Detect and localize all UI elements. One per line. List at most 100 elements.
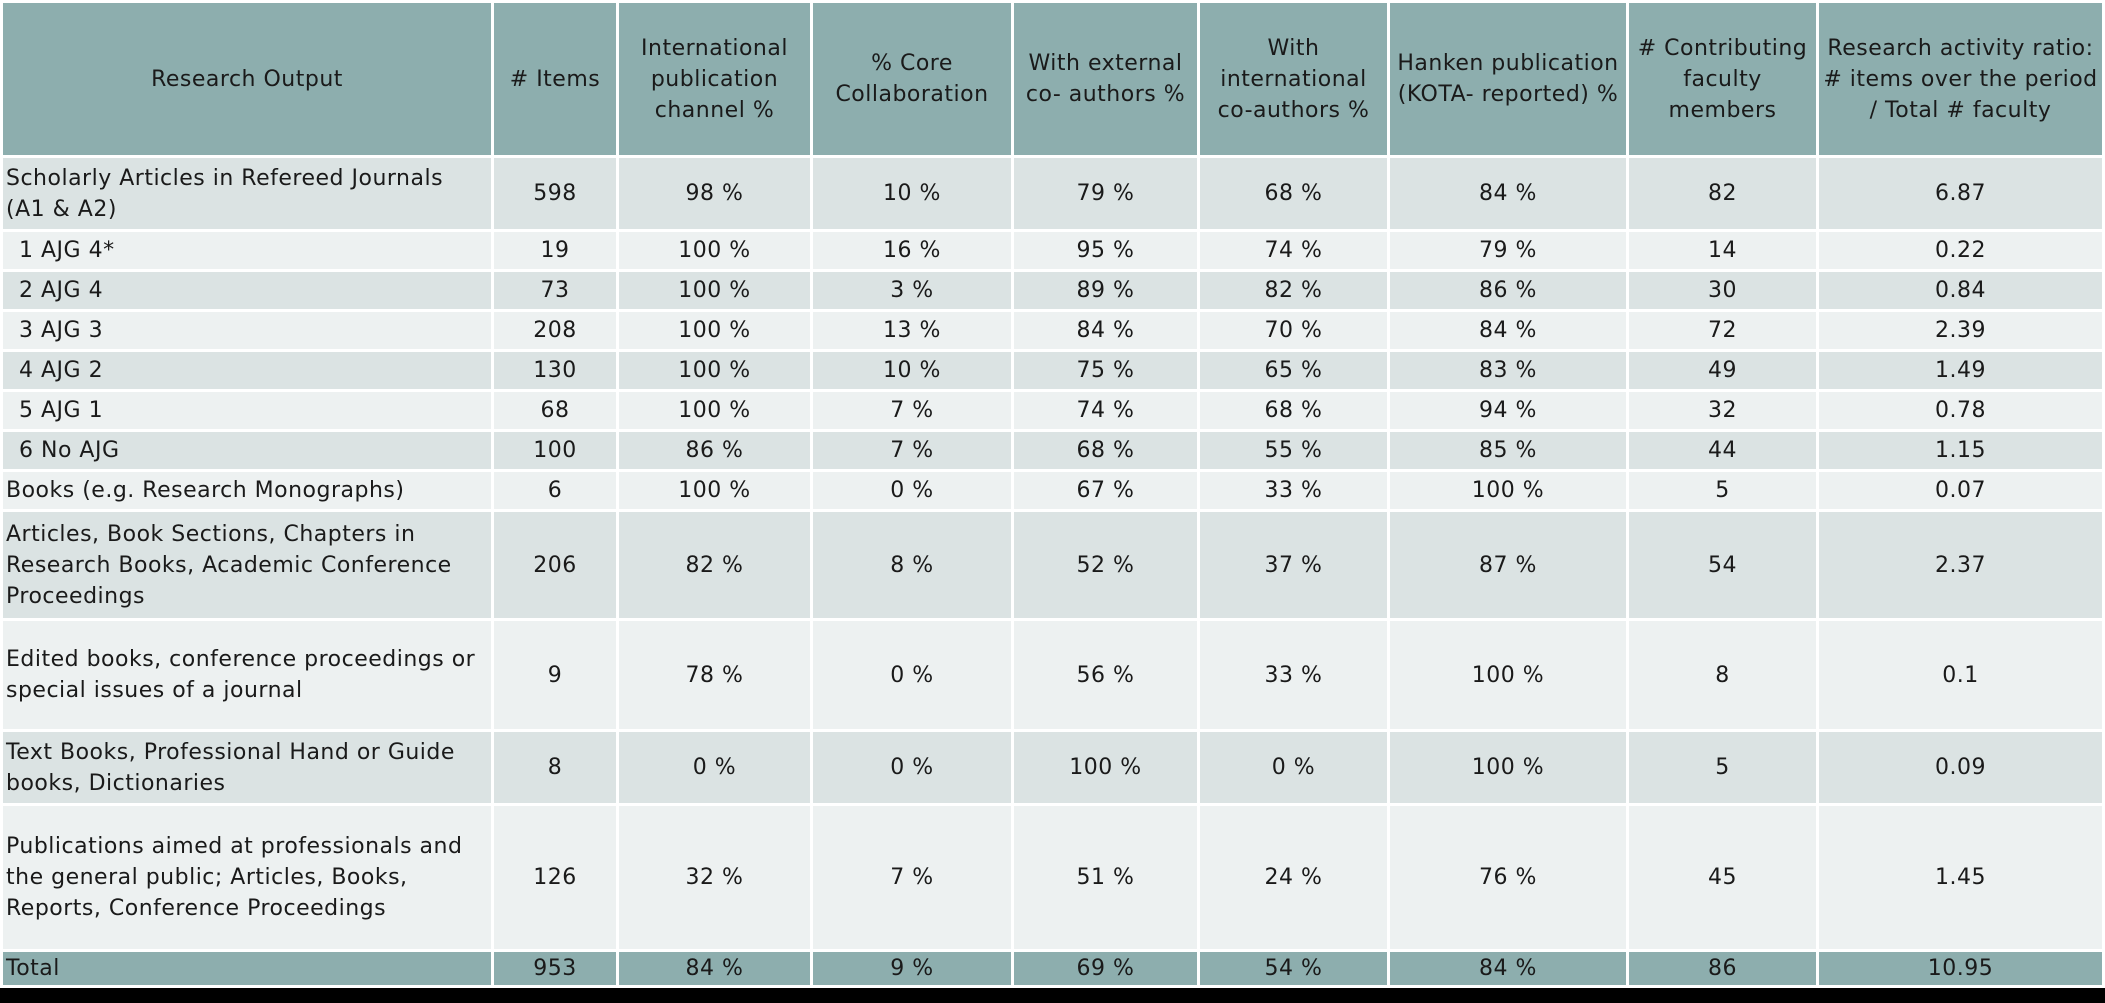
cell: 206 xyxy=(491,509,619,621)
cell: 2.37 xyxy=(1816,509,2105,621)
header-cell: Research activity ratio: # items over th… xyxy=(1816,0,2105,158)
cell: 10 % xyxy=(810,155,1014,232)
table-row: 2 AJG 4 73 100 % 3 % 89 % 82 % 86 % 30 0.84 xyxy=(0,269,2105,312)
cell: 8 % xyxy=(810,509,1014,621)
cell: 84 % xyxy=(1387,949,1629,988)
cell: 70 % xyxy=(1197,309,1390,352)
cell: 0.84 xyxy=(1816,269,2105,312)
cell: 33 % xyxy=(1197,469,1390,512)
header-cell: Research Output xyxy=(0,0,494,158)
cell: 84 % xyxy=(1011,309,1200,352)
cell: 953 xyxy=(491,949,619,988)
cell: 0.1 xyxy=(1816,618,2105,732)
cell: 89 % xyxy=(1011,269,1200,312)
cell: 3 % xyxy=(810,269,1014,312)
cell: 95 % xyxy=(1011,229,1200,272)
table-row: Edited books, conference proceedings or … xyxy=(0,618,2105,732)
row-label: 3 AJG 3 xyxy=(0,309,494,352)
cell: 37 % xyxy=(1197,509,1390,621)
cell: 9 % xyxy=(810,949,1014,988)
cell: 68 xyxy=(491,389,619,432)
cell: 51 % xyxy=(1011,803,1200,952)
cell: 82 % xyxy=(616,509,813,621)
cell: 1.15 xyxy=(1816,429,2105,472)
table-row: 6 No AJG 100 86 % 7 % 68 % 55 % 85 % 44 1.15 xyxy=(0,429,2105,472)
cell: 32 xyxy=(1626,389,1819,432)
cell: 85 % xyxy=(1387,429,1629,472)
cell: 8 xyxy=(491,729,619,806)
cell: 1.45 xyxy=(1816,803,2105,952)
cell: 100 % xyxy=(616,389,813,432)
cell: 54 xyxy=(1626,509,1819,621)
row-label: 2 AJG 4 xyxy=(0,269,494,312)
header-cell: International publication channel % xyxy=(616,0,813,158)
row-label: 6 No AJG xyxy=(0,429,494,472)
cell: 79 % xyxy=(1387,229,1629,272)
cell: 78 % xyxy=(616,618,813,732)
cell: 16 % xyxy=(810,229,1014,272)
row-label: 5 AJG 1 xyxy=(0,389,494,432)
cell: 6 xyxy=(491,469,619,512)
header-cell: % Core Collaboration xyxy=(810,0,1014,158)
table-row: Articles, Book Sections, Chapters in Res… xyxy=(0,509,2105,621)
cell: 7 % xyxy=(810,389,1014,432)
cell: 598 xyxy=(491,155,619,232)
cell: 84 % xyxy=(1387,309,1629,352)
cell: 208 xyxy=(491,309,619,352)
table-row: Text Books, Professional Hand or Guide b… xyxy=(0,729,2105,806)
row-label: Books (e.g. Research Monographs) xyxy=(0,469,494,512)
cell: 49 xyxy=(1626,349,1819,392)
cell: 100 xyxy=(491,429,619,472)
cell: 86 % xyxy=(1387,269,1629,312)
cell: 65 % xyxy=(1197,349,1390,392)
cell: 100 % xyxy=(1387,469,1629,512)
total-row: Total 953 84 % 9 % 69 % 54 % 84 % 86 10.95 xyxy=(0,949,2105,988)
cell: 84 % xyxy=(616,949,813,988)
row-label: Articles, Book Sections, Chapters in Res… xyxy=(0,509,494,621)
row-label: 1 AJG 4* xyxy=(0,229,494,272)
cell: 8 xyxy=(1626,618,1819,732)
cell: 9 xyxy=(491,618,619,732)
cell: 100 % xyxy=(1387,729,1629,806)
cell: 0 % xyxy=(810,729,1014,806)
cell: 100 % xyxy=(616,229,813,272)
header-cell: # Items xyxy=(491,0,619,158)
cell: 2.39 xyxy=(1816,309,2105,352)
cell: 100 % xyxy=(1011,729,1200,806)
cell: 10 % xyxy=(810,349,1014,392)
cell: 14 xyxy=(1626,229,1819,272)
table-row: 1 AJG 4* 19 100 % 16 % 95 % 74 % 79 % 14 0.22 xyxy=(0,229,2105,272)
cell: 86 % xyxy=(616,429,813,472)
cell: 100 % xyxy=(616,349,813,392)
cell: 83 % xyxy=(1387,349,1629,392)
cell: 0 % xyxy=(616,729,813,806)
cell: 0.78 xyxy=(1816,389,2105,432)
cell: 0.09 xyxy=(1816,729,2105,806)
cell: 54 % xyxy=(1197,949,1390,988)
cell: 56 % xyxy=(1011,618,1200,732)
header-row: Research Output # Items International publ… xyxy=(0,0,2105,158)
cell: 100 % xyxy=(616,269,813,312)
cell: 10.95 xyxy=(1816,949,2105,988)
cell: 73 xyxy=(491,269,619,312)
cell: 130 xyxy=(491,349,619,392)
row-label: 4 AJG 2 xyxy=(0,349,494,392)
header-cell: Hanken publication (KOTA- reported) % xyxy=(1387,0,1629,158)
table-row: 5 AJG 1 68 100 % 7 % 74 % 68 % 94 % 32 0.78 xyxy=(0,389,2105,432)
cell: 0.07 xyxy=(1816,469,2105,512)
cell: 69 % xyxy=(1011,949,1200,988)
cell: 1.49 xyxy=(1816,349,2105,392)
cell: 74 % xyxy=(1197,229,1390,272)
cell: 44 xyxy=(1626,429,1819,472)
cell: 33 % xyxy=(1197,618,1390,732)
cell: 75 % xyxy=(1011,349,1200,392)
cell: 5 xyxy=(1626,469,1819,512)
cell: 0 % xyxy=(810,618,1014,732)
cell: 5 xyxy=(1626,729,1819,806)
row-label: Text Books, Professional Hand or Guide b… xyxy=(0,729,494,806)
cell: 52 % xyxy=(1011,509,1200,621)
cell: 87 % xyxy=(1387,509,1629,621)
cell: 74 % xyxy=(1011,389,1200,432)
cell: 6.87 xyxy=(1816,155,2105,232)
